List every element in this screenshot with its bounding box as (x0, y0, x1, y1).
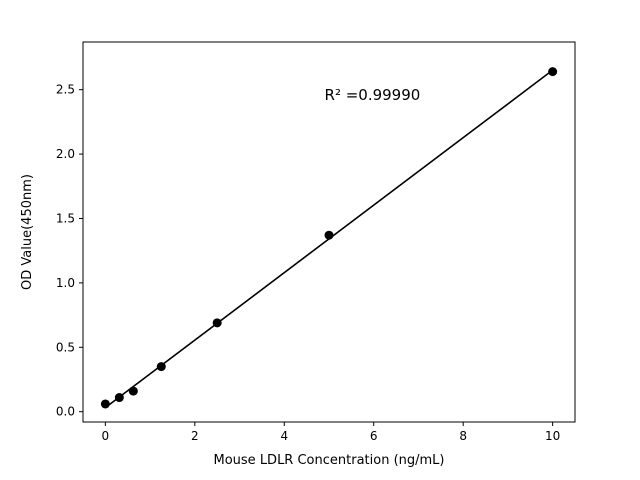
x-tick-label: 10 (545, 429, 560, 443)
x-tick-label: 0 (102, 429, 110, 443)
data-point (100, 399, 110, 409)
y-tick-label: 1.0 (56, 276, 75, 290)
data-point (324, 230, 334, 240)
x-axis-label: Mouse LDLR Concentration (ng/mL) (214, 453, 445, 468)
x-tick-label: 4 (280, 429, 288, 443)
y-axis-label: OD Value(450nm) (20, 174, 35, 290)
data-point (114, 393, 124, 403)
data-point (548, 67, 558, 77)
x-tick-label: 6 (370, 429, 378, 443)
data-point (212, 318, 222, 328)
y-tick-label: 0.5 (56, 340, 75, 354)
data-point (128, 386, 138, 396)
x-tick-label: 8 (459, 429, 467, 443)
axes-border (82, 41, 576, 423)
data-series (100, 67, 558, 409)
r-squared-annotation: R² =0.99990 (325, 86, 421, 104)
y-tick-label: 2.5 (56, 83, 75, 97)
x-tick-label: 2 (191, 429, 199, 443)
y-axis-ticks: 0.0 0.5 1.0 1.5 2.0 2.5 (56, 83, 83, 419)
y-tick-label: 1.5 (56, 211, 75, 225)
data-point (156, 362, 166, 372)
y-tick-label: 2.0 (56, 147, 75, 161)
y-tick-label: 0.0 (56, 405, 75, 419)
x-axis-ticks: 0 2 4 6 8 10 (102, 422, 560, 443)
